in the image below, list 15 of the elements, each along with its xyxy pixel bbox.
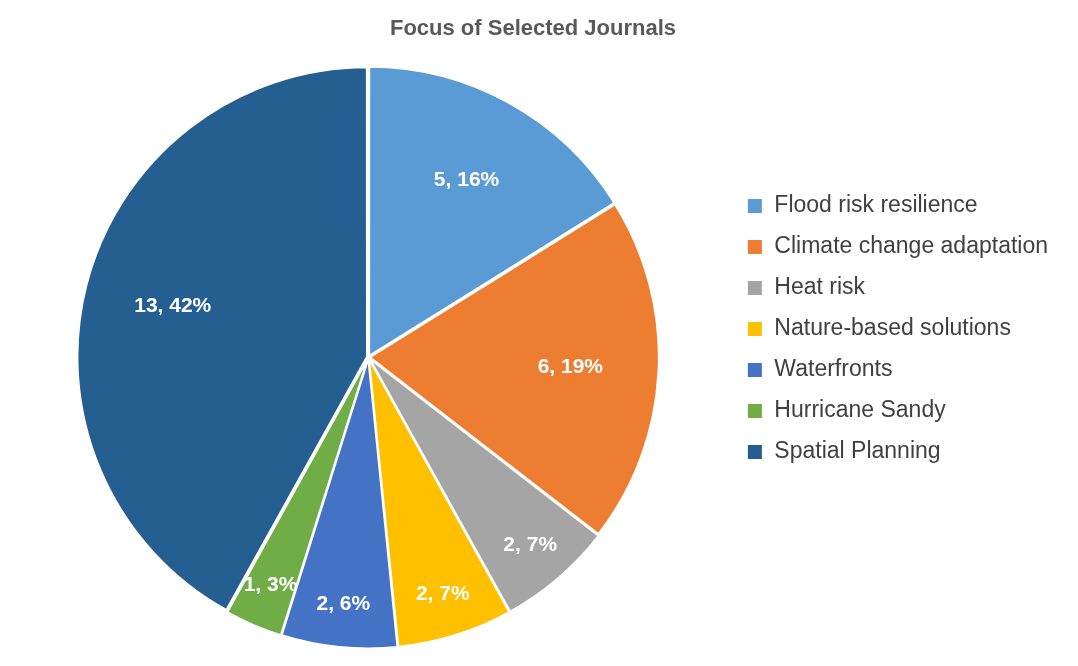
legend-label: Climate change adaptation — [774, 232, 1049, 259]
data-label: 2, 7% — [415, 580, 470, 604]
chart-title: Focus of Selected Journals — [389, 15, 677, 41]
data-label: 6, 19% — [537, 354, 604, 378]
legend-label: Waterfronts — [774, 355, 893, 382]
legend-label: Spatial Planning — [774, 437, 941, 464]
data-label: 2, 6% — [316, 591, 371, 615]
data-label: 2, 7% — [503, 532, 558, 556]
legend-label: Flood risk resilience — [774, 191, 978, 218]
legend-label: Heat risk — [774, 273, 866, 300]
legend-label: Hurricane Sandy — [774, 396, 947, 423]
data-label: 1, 3% — [243, 572, 298, 596]
legend-label: Nature-based solutions — [774, 314, 1011, 341]
data-label: 5, 16% — [433, 167, 500, 191]
data-label: 13, 42% — [134, 293, 212, 317]
